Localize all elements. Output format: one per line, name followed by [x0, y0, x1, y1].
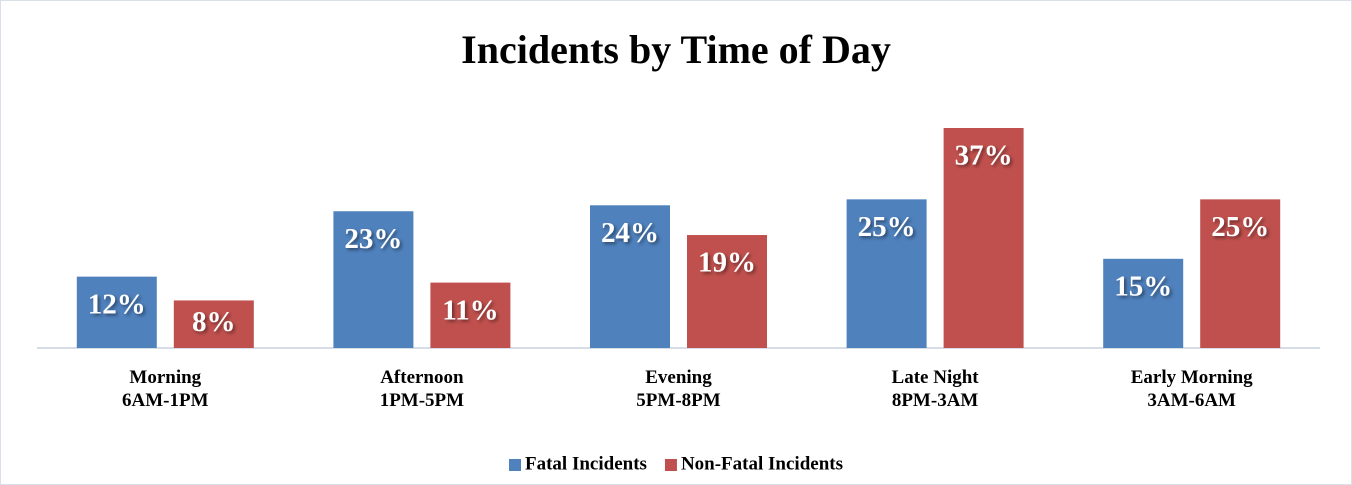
- bar: [1200, 199, 1281, 348]
- bar: [943, 128, 1024, 348]
- bar: [333, 211, 414, 348]
- data-label: 15%: [1114, 270, 1172, 302]
- bar: [590, 205, 670, 348]
- chart-title: Incidents by Time of Day: [461, 27, 891, 72]
- legend-label: Fatal Incidents: [525, 453, 647, 474]
- bar: [846, 199, 927, 348]
- data-label: 24%: [601, 217, 659, 249]
- data-label: 25%: [1211, 211, 1269, 243]
- x-tick-label: Morning 6AM-1PM: [122, 367, 209, 411]
- bar: [430, 282, 511, 348]
- data-label: 19%: [698, 247, 756, 279]
- x-tick-label: Afternoon 1PM-5PM: [379, 367, 465, 411]
- x-tick-label: Late Night 8PM-3AM: [891, 367, 979, 411]
- x-tick-label: Evening 5PM-8PM: [636, 367, 721, 411]
- legend-swatch: [509, 459, 522, 471]
- data-label: 37%: [955, 140, 1013, 172]
- data-label: 23%: [344, 223, 402, 255]
- legend-label: Non-Fatal Incidents: [681, 453, 843, 474]
- data-label: 8%: [192, 306, 236, 338]
- bar: [1103, 258, 1184, 348]
- x-tick-label: Early Morning 3AM-6AM: [1130, 367, 1253, 411]
- data-label: 25%: [858, 211, 916, 243]
- bar: [173, 300, 254, 348]
- data-label: 12%: [88, 288, 146, 320]
- bar: [76, 276, 157, 348]
- bar: [687, 235, 767, 348]
- legend-swatch: [664, 459, 677, 471]
- data-label: 11%: [442, 294, 498, 326]
